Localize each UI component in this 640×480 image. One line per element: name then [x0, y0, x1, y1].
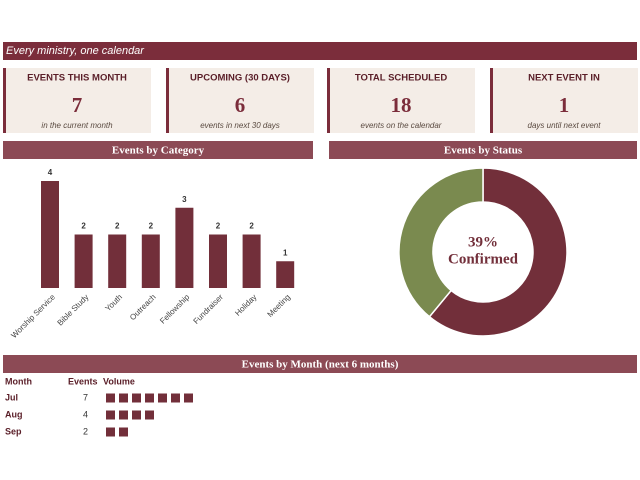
- volume-square: [184, 393, 193, 403]
- donut-slice: [428, 167, 568, 337]
- bar: [108, 234, 127, 288]
- section-bar: [3, 355, 637, 373]
- x-tick-label: Holiday: [233, 293, 258, 318]
- data-label: 2: [81, 222, 86, 231]
- chart-title: Events by Status: [444, 145, 523, 157]
- kpi-card: [166, 68, 314, 133]
- x-tick-label: Youth: [103, 293, 124, 314]
- kpi-title: EVENTS THIS MONTH: [27, 73, 127, 84]
- volume-square: [106, 410, 115, 420]
- bar: [242, 234, 261, 288]
- kpi-value: 1: [559, 93, 570, 117]
- kpi-card: [327, 68, 475, 133]
- kpi-title: NEXT EVENT IN: [528, 73, 600, 84]
- header-title: Every ministry, one calendar: [6, 45, 145, 57]
- month-label: Aug: [5, 409, 23, 419]
- bar: [209, 234, 227, 288]
- x-tick-label: Fundraiser: [191, 292, 225, 326]
- center-label: Confirmed: [448, 251, 519, 267]
- volume-square: [106, 393, 115, 403]
- kpi-subtitle: in the current month: [41, 121, 113, 130]
- section-bar: [329, 141, 637, 159]
- bar: [175, 207, 194, 288]
- volume-square: [106, 427, 115, 437]
- kpi-subtitle: events on the calendar: [361, 121, 442, 130]
- x-tick-label: Outreach: [128, 293, 158, 323]
- bar: [41, 181, 59, 288]
- event-count: 2: [83, 426, 88, 436]
- bar: [74, 234, 93, 288]
- volume-square: [171, 393, 180, 403]
- volume-square: [132, 410, 141, 420]
- kpi-subtitle: events in next 30 days: [200, 121, 280, 130]
- kpi-accent: [327, 68, 330, 133]
- section-bar: [3, 141, 313, 159]
- event-count: 7: [83, 392, 88, 402]
- x-tick-label: Meeting: [266, 293, 292, 319]
- kpi-accent: [166, 68, 169, 133]
- x-tick-label: Fellowship: [158, 292, 191, 325]
- data-label: 1: [283, 248, 288, 257]
- kpi-accent: [3, 68, 6, 133]
- kpi-card: [490, 68, 638, 133]
- chart-title: Events by Category: [112, 145, 205, 157]
- event-count: 4: [83, 409, 88, 419]
- volume-bar: [106, 427, 128, 437]
- volume-bar: [106, 410, 154, 420]
- volume-square: [119, 427, 128, 437]
- x-tick-label: Bible Study: [56, 293, 91, 328]
- volume-square: [119, 410, 128, 420]
- column-header: Volume: [103, 376, 135, 386]
- volume-square: [158, 393, 167, 403]
- header-bar: [3, 42, 637, 60]
- volume-square: [145, 393, 154, 403]
- volume-square: [132, 393, 141, 403]
- kpi-value: 6: [235, 93, 246, 117]
- center-value: 39%: [468, 234, 498, 250]
- volume-square: [145, 410, 154, 420]
- month-label: Sep: [5, 426, 22, 436]
- data-label: 3: [182, 195, 187, 204]
- volume-bar: [106, 393, 193, 403]
- bar: [276, 261, 295, 288]
- donut-slice: [398, 167, 484, 318]
- kpi-value: 7: [72, 93, 83, 117]
- kpi-card: [3, 68, 151, 133]
- month-label: Jul: [5, 392, 18, 402]
- x-tick-label: Worship Service: [9, 292, 57, 340]
- column-header: Month: [5, 376, 32, 386]
- data-label: 4: [48, 168, 53, 177]
- kpi-accent: [490, 68, 493, 133]
- volume-square: [119, 393, 128, 403]
- kpi-title: TOTAL SCHEDULED: [355, 73, 448, 84]
- data-label: 2: [216, 222, 221, 231]
- data-label: 2: [149, 222, 154, 231]
- kpi-subtitle: days until next event: [528, 121, 602, 130]
- column-header: Events: [68, 376, 98, 386]
- kpi-title: UPCOMING (30 DAYS): [190, 73, 290, 84]
- bar: [141, 234, 160, 288]
- section-title: Events by Month (next 6 months): [242, 359, 399, 371]
- data-label: 2: [249, 222, 254, 231]
- kpi-value: 18: [391, 93, 412, 117]
- data-label: 2: [115, 222, 120, 231]
